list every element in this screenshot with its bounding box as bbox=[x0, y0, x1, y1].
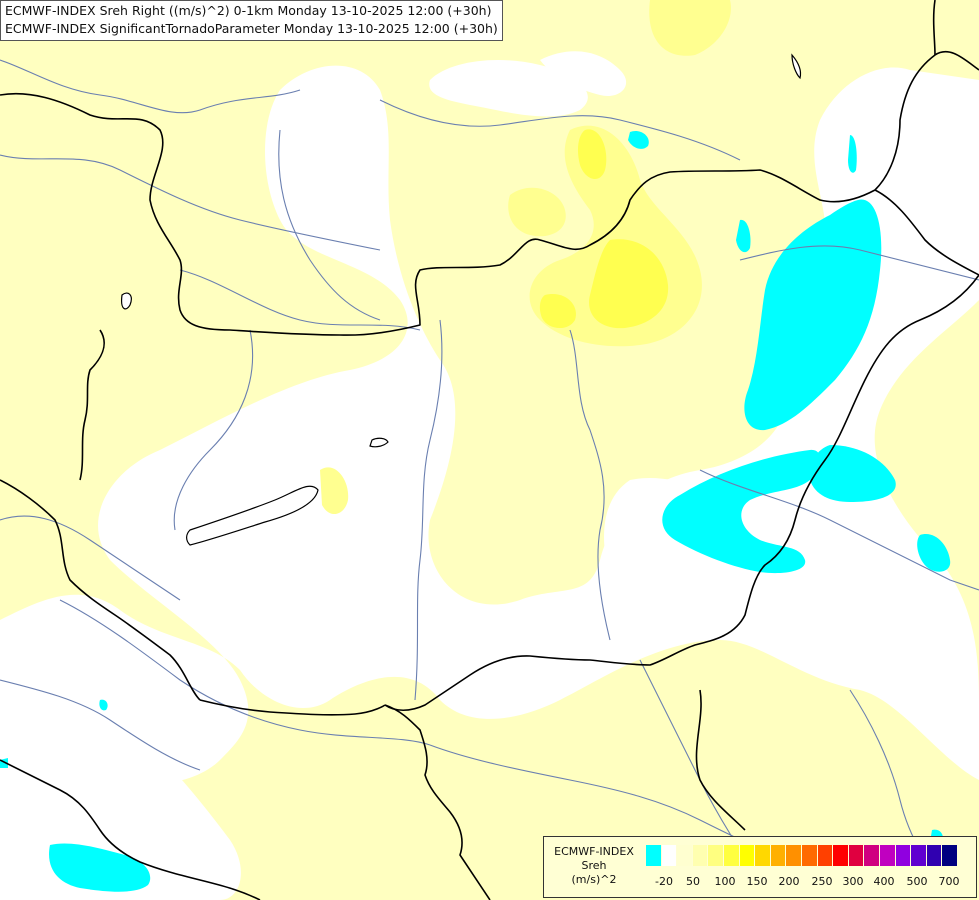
legend-tick-label: 500 bbox=[906, 875, 928, 888]
legend-tick-label: -20 bbox=[655, 875, 673, 888]
legend-swatch bbox=[646, 845, 662, 866]
legend-swatch bbox=[786, 845, 802, 866]
title-line-stp: ECMWF-INDEX SignificantTornadoParameter … bbox=[5, 21, 498, 36]
legend-swatch bbox=[739, 845, 756, 866]
legend-swatch bbox=[864, 845, 880, 866]
legend-swatch bbox=[942, 845, 958, 866]
legend-tick-label: 100 bbox=[714, 875, 736, 888]
legend-name-line2: Sreh bbox=[581, 859, 607, 872]
legend-swatch bbox=[801, 845, 818, 866]
title-line-srh: ECMWF-INDEX Sreh Right ((m/s)^2) 0-1km M… bbox=[5, 3, 492, 18]
legend-swatch bbox=[723, 845, 740, 866]
legend-tick-label: 300 bbox=[842, 875, 864, 888]
legend-tick-label: 400 bbox=[873, 875, 895, 888]
legend-name-line1: ECMWF-INDEX bbox=[554, 845, 634, 858]
legend-swatches bbox=[646, 845, 958, 866]
map-title-box: ECMWF-INDEX Sreh Right ((m/s)^2) 0-1km M… bbox=[0, 0, 503, 41]
legend-name: ECMWF-INDEX Sreh (m/s)^2 bbox=[548, 845, 640, 887]
legend-swatch bbox=[770, 845, 787, 866]
legend-tick-label: 250 bbox=[811, 875, 833, 888]
legend-swatch bbox=[911, 845, 927, 866]
legend-swatch bbox=[677, 845, 693, 866]
color-legend: ECMWF-INDEX Sreh (m/s)^2 -20 50 100 150 200 2… bbox=[543, 836, 977, 898]
legend-ticks: -20 50 100 150 200 250 300 400 500 700 bbox=[646, 875, 976, 891]
legend-swatch bbox=[661, 845, 678, 866]
legend-name-line3: (m/s)^2 bbox=[571, 873, 617, 886]
legend-tick-label: 150 bbox=[746, 875, 768, 888]
legend-tick-label: 700 bbox=[938, 875, 960, 888]
legend-swatch bbox=[692, 845, 709, 866]
lakes bbox=[121, 53, 802, 546]
legend-swatch bbox=[879, 845, 896, 866]
legend-swatch bbox=[833, 845, 849, 866]
legend-swatch bbox=[817, 845, 834, 866]
legend-swatch bbox=[755, 845, 771, 866]
legend-tick-label: 200 bbox=[778, 875, 800, 888]
legend-swatch bbox=[708, 845, 724, 866]
legend-swatch bbox=[926, 845, 943, 866]
legend-swatch bbox=[848, 845, 865, 866]
sreh-high-areas bbox=[539, 129, 669, 329]
legend-swatch bbox=[895, 845, 912, 866]
legend-tick-label: 50 bbox=[686, 875, 700, 888]
